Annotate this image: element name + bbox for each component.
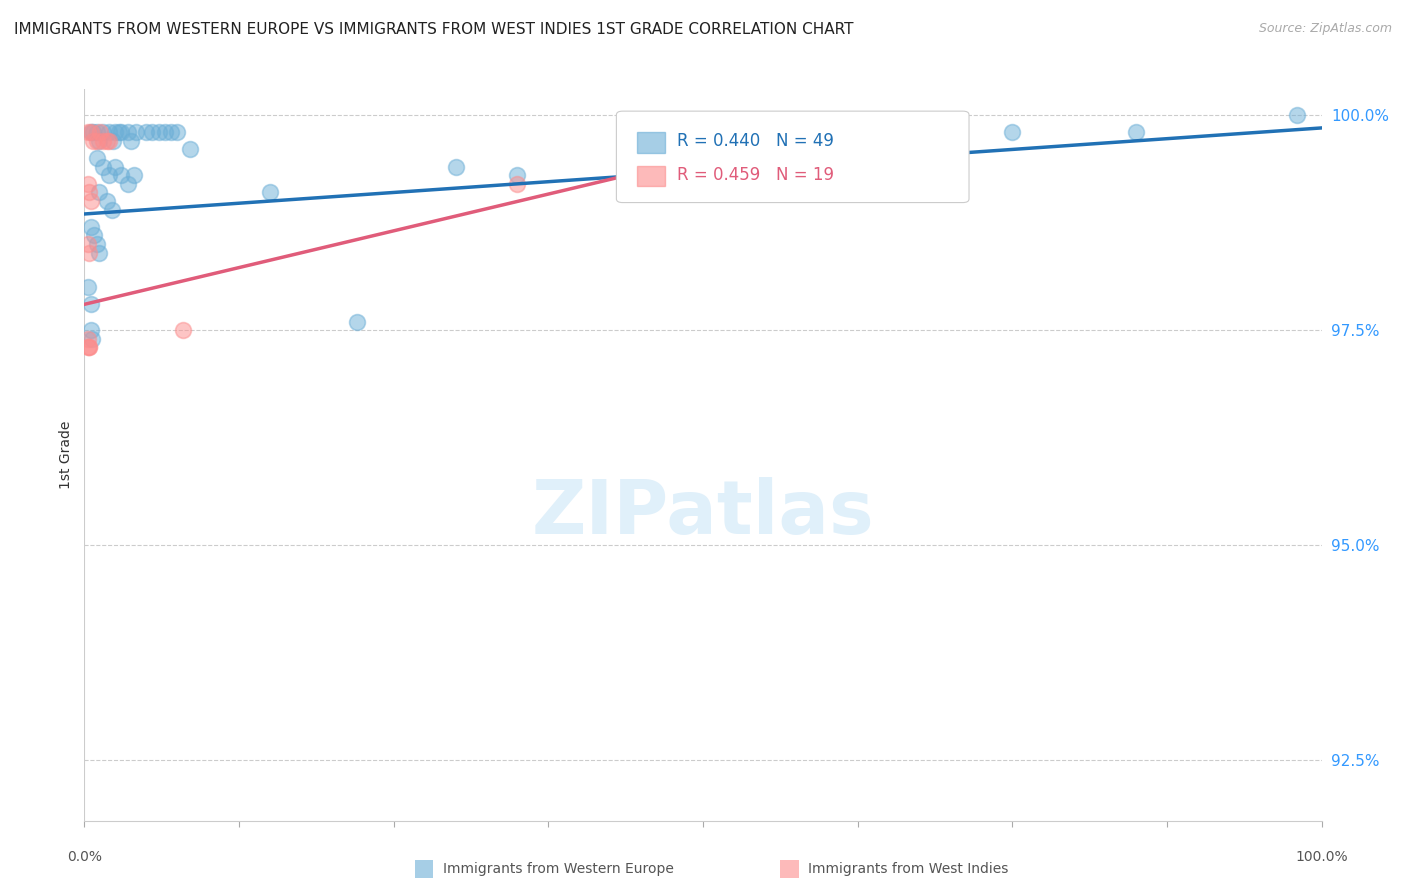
Point (346, 314, 368, 328)
Point (89, 125, 111, 139)
Point (91, 125, 114, 139)
Point (692, 143, 714, 157)
Point (754, 151, 776, 165)
Point (86, 125, 108, 139)
Point (117, 125, 139, 139)
Point (79, 186, 101, 200)
Text: R = 0.459   N = 19: R = 0.459 N = 19 (678, 166, 834, 184)
Point (1125, 125, 1147, 139)
Point (89, 186, 111, 200)
Point (259, 186, 281, 200)
Point (79, 125, 101, 139)
Point (98, 168, 121, 182)
Point (877, 151, 900, 165)
Point (96, 194, 118, 208)
Bar (637, 132, 665, 153)
Point (86, 134, 108, 148)
Point (98, 134, 121, 148)
Point (79, 125, 101, 139)
Y-axis label: 1st Grade: 1st Grade (59, 421, 73, 489)
Point (179, 143, 201, 157)
Point (86, 151, 108, 165)
Point (77, 280, 100, 294)
Point (79, 340, 101, 354)
Point (80, 332, 103, 346)
Point (1285, 108, 1308, 122)
Text: ZIPatlas: ZIPatlas (531, 477, 875, 550)
Point (91, 160, 114, 174)
Point (98, 125, 121, 139)
Point (815, 151, 838, 165)
Point (77, 332, 100, 346)
Point (135, 125, 157, 139)
Point (82, 134, 104, 148)
Point (172, 323, 194, 337)
Point (91, 134, 114, 148)
Point (77, 177, 100, 191)
Point (148, 125, 170, 139)
Point (108, 125, 131, 139)
Point (166, 125, 188, 139)
Point (100, 202, 122, 217)
Point (79, 297, 101, 311)
Text: R = 0.440   N = 49: R = 0.440 N = 49 (678, 132, 834, 150)
Point (79, 323, 101, 337)
Point (101, 134, 124, 148)
Point (110, 168, 132, 182)
Text: 100.0%: 100.0% (1295, 850, 1348, 863)
Point (110, 125, 132, 139)
Point (77, 237, 100, 252)
Text: 0.0%: 0.0% (67, 850, 101, 863)
Point (104, 160, 127, 174)
Point (153, 125, 176, 139)
Text: Immigrants from West Indies: Immigrants from West Indies (808, 862, 1010, 876)
Text: IMMIGRANTS FROM WESTERN EUROPE VS IMMIGRANTS FROM WEST INDIES 1ST GRADE CORRELAT: IMMIGRANTS FROM WESTERN EUROPE VS IMMIGR… (14, 22, 853, 37)
Point (86, 237, 108, 252)
Point (79, 194, 101, 208)
Point (79, 219, 101, 234)
Bar (637, 166, 665, 186)
Point (117, 177, 139, 191)
Point (125, 125, 148, 139)
Point (77, 340, 100, 354)
Point (122, 168, 145, 182)
Point (160, 125, 183, 139)
Point (104, 125, 127, 139)
Text: Immigrants from Western Europe: Immigrants from Western Europe (443, 862, 673, 876)
Point (79, 340, 101, 354)
Point (506, 177, 529, 191)
Point (83, 228, 105, 243)
Point (141, 125, 163, 139)
Point (1001, 125, 1024, 139)
Point (96, 134, 118, 148)
Point (89, 245, 111, 260)
Point (444, 160, 467, 174)
FancyBboxPatch shape (616, 112, 969, 202)
Point (506, 168, 529, 182)
Point (120, 134, 142, 148)
Point (79, 245, 101, 260)
Text: Source: ZipAtlas.com: Source: ZipAtlas.com (1258, 22, 1392, 36)
Point (82, 125, 104, 139)
Point (89, 134, 111, 148)
Point (77, 125, 100, 139)
